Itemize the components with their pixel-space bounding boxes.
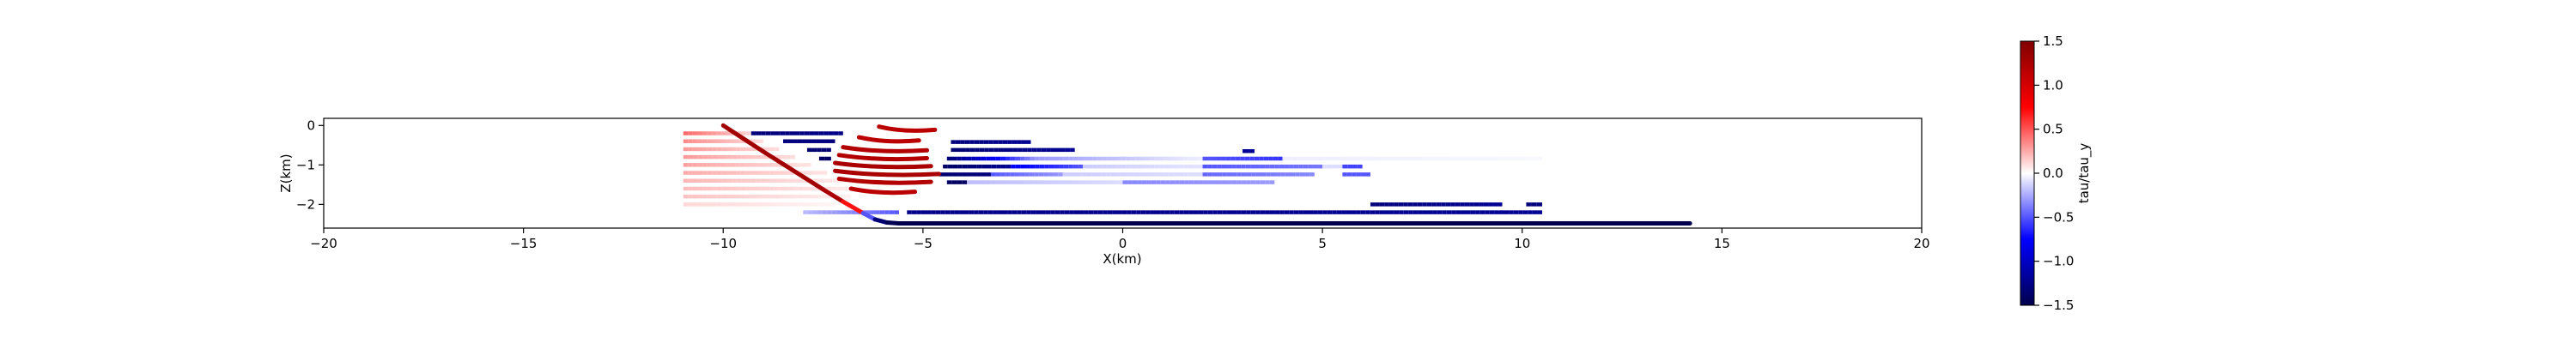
colorbar-tick-label: 1.0 <box>2043 77 2063 93</box>
fault-trace-segment <box>800 174 826 192</box>
colorbar-label: tau/tau_y <box>2076 143 2093 204</box>
splay-fault-curve <box>841 145 930 153</box>
splay-fault-curve <box>877 124 938 133</box>
splay-fault-curve <box>856 135 921 144</box>
x-axis-label: X(km) <box>1103 251 1141 267</box>
fault-trace-segment <box>720 123 746 141</box>
y-axis-label: Z(km) <box>278 153 294 192</box>
colorbar <box>2020 40 2035 306</box>
colorbar-tick-label: 0.5 <box>2043 122 2063 137</box>
splay-fault-curve <box>833 160 933 170</box>
x-tick-label: 5 <box>1318 236 1327 251</box>
x-tick-label: 10 <box>1514 236 1530 251</box>
x-tick-label: −20 <box>310 236 337 251</box>
x-tick-label: −5 <box>914 236 933 251</box>
colorbar-tick-label: 1.5 <box>2043 33 2063 49</box>
fault-trace-segment <box>761 149 786 166</box>
colorbar-tick-label: −1.0 <box>2043 254 2074 269</box>
splay-fault-curve <box>833 168 941 178</box>
data-layer <box>683 123 1692 226</box>
fault-trace-segment <box>781 161 805 179</box>
y-axis-ticks: −2 −1 0 <box>296 117 324 212</box>
x-tick-label: −15 <box>510 236 538 251</box>
y-tick-label: −1 <box>296 157 315 172</box>
fault-trace-segment <box>821 187 846 204</box>
x-tick-label: 20 <box>1913 236 1929 251</box>
y-tick-label: 0 <box>307 117 315 133</box>
x-tick-label: 0 <box>1119 236 1127 251</box>
fault-trace-segment <box>860 211 878 222</box>
x-tick-label: 15 <box>1714 236 1730 251</box>
colorbar-tick-label: −1.5 <box>2043 298 2074 313</box>
y-tick-label: −2 <box>296 196 315 212</box>
splay-fault-curve <box>848 186 918 196</box>
fault-trace-segment <box>741 135 766 154</box>
colorbar-tick-label: 0.0 <box>2043 165 2063 181</box>
x-axis-ticks: −20 −15 −10 −5 0 5 10 15 20 <box>310 228 1930 251</box>
splay-fault-curve <box>836 176 933 185</box>
colorbar-ticks: 1.5 1.0 0.5 0.0 −0.5 −1.0 −1.5 <box>2034 33 2074 313</box>
fault-trace-segment <box>841 199 866 216</box>
splay-fault-curve <box>836 153 930 162</box>
colorbar-tick-label: −0.5 <box>2043 209 2074 225</box>
x-tick-label: −10 <box>709 236 737 251</box>
